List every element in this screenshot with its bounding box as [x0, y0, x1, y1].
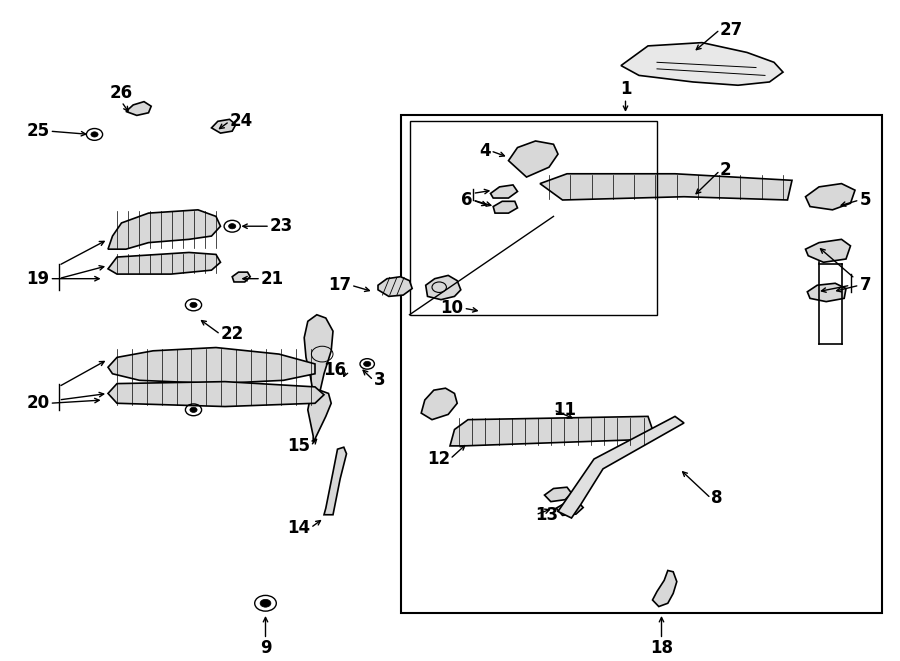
- Circle shape: [91, 132, 98, 137]
- Circle shape: [260, 600, 271, 607]
- Polygon shape: [212, 120, 236, 133]
- Bar: [400, 115, 882, 613]
- Polygon shape: [426, 276, 461, 299]
- Text: 3: 3: [374, 371, 385, 389]
- Circle shape: [190, 302, 197, 307]
- Polygon shape: [421, 388, 457, 420]
- Circle shape: [229, 223, 236, 229]
- Text: 5: 5: [860, 191, 871, 209]
- Polygon shape: [491, 185, 518, 198]
- Text: 24: 24: [230, 112, 253, 130]
- Text: 14: 14: [287, 519, 310, 537]
- Polygon shape: [308, 390, 331, 443]
- Text: 21: 21: [261, 270, 284, 288]
- Circle shape: [364, 362, 371, 367]
- Polygon shape: [540, 174, 792, 200]
- Text: 2: 2: [720, 161, 732, 180]
- Polygon shape: [508, 141, 558, 177]
- Polygon shape: [232, 272, 250, 282]
- Polygon shape: [556, 502, 583, 516]
- Text: 13: 13: [536, 506, 559, 524]
- Polygon shape: [108, 348, 315, 383]
- Polygon shape: [304, 315, 333, 393]
- Text: 20: 20: [26, 394, 50, 412]
- Text: 7: 7: [860, 276, 871, 294]
- Text: 27: 27: [720, 20, 743, 38]
- Polygon shape: [806, 184, 855, 210]
- Circle shape: [190, 407, 197, 412]
- Text: 10: 10: [440, 299, 464, 317]
- Text: 26: 26: [110, 84, 133, 102]
- Text: 25: 25: [26, 122, 50, 140]
- Polygon shape: [450, 416, 652, 446]
- Text: 9: 9: [260, 639, 271, 657]
- Polygon shape: [126, 102, 151, 116]
- Text: 17: 17: [328, 276, 351, 294]
- Text: 12: 12: [427, 450, 450, 468]
- Polygon shape: [108, 253, 220, 274]
- Text: 15: 15: [287, 437, 310, 455]
- Text: 6: 6: [461, 191, 472, 209]
- Polygon shape: [108, 381, 324, 407]
- Polygon shape: [378, 277, 412, 296]
- Text: 4: 4: [479, 142, 490, 160]
- Text: 1: 1: [620, 81, 631, 98]
- Polygon shape: [544, 487, 572, 502]
- Polygon shape: [652, 570, 677, 607]
- Polygon shape: [621, 42, 783, 85]
- Text: 23: 23: [270, 217, 293, 235]
- Text: 19: 19: [26, 270, 50, 288]
- Polygon shape: [807, 284, 846, 301]
- Polygon shape: [558, 416, 684, 518]
- Polygon shape: [493, 202, 518, 213]
- Text: 16: 16: [323, 362, 346, 379]
- Text: 8: 8: [711, 489, 723, 508]
- Polygon shape: [108, 210, 220, 249]
- Text: 11: 11: [554, 401, 577, 419]
- Polygon shape: [806, 239, 850, 262]
- Text: 22: 22: [220, 325, 244, 344]
- Text: 18: 18: [650, 639, 673, 657]
- Polygon shape: [324, 447, 346, 515]
